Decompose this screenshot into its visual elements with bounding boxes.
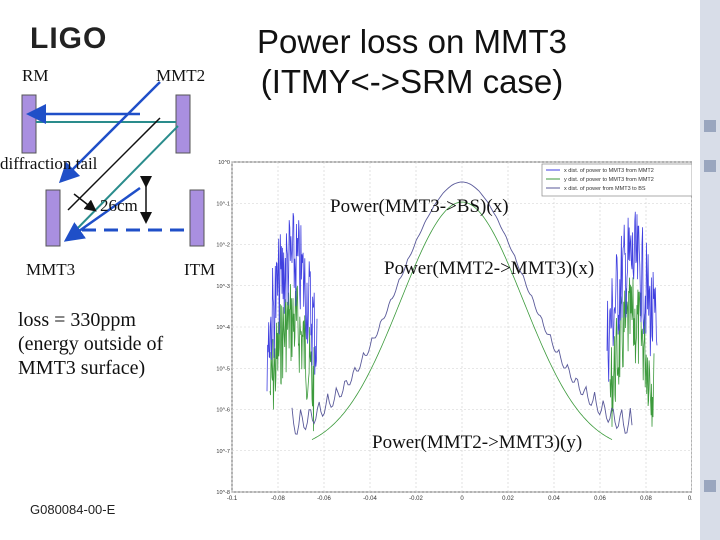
x-tick-label: -0.04 xyxy=(363,496,377,500)
y-tick-label: 10^-3 xyxy=(216,284,230,290)
beam-blue-incoming xyxy=(58,81,161,184)
central-trace xyxy=(291,181,633,435)
annotation-mmt3-bs-x: Power(MMT3->BS)(x) xyxy=(330,196,509,217)
itm-mirror xyxy=(189,189,205,247)
document-id: G080084-00-E xyxy=(30,502,116,517)
x-tick-label: -0.06 xyxy=(317,496,331,500)
green-trace-left xyxy=(269,284,315,432)
rm-label: RM xyxy=(22,66,49,85)
beam-blue-diag xyxy=(63,186,141,242)
blue-trace-left xyxy=(266,213,318,392)
optical-layout-diagram xyxy=(21,81,205,247)
plot-curves xyxy=(266,181,658,440)
loss-description: loss = 330ppm (energy outside of MMT3 su… xyxy=(18,309,164,379)
blue-trace-right xyxy=(606,211,658,382)
x-tick-label: 0 xyxy=(460,496,464,500)
mmt2-mirror xyxy=(175,94,191,154)
x-tick-label: -0.08 xyxy=(271,496,285,500)
y-tick-label: 10^-7 xyxy=(216,449,230,455)
mmt3-mirror xyxy=(45,189,61,247)
x-tick-label: -0.02 xyxy=(409,496,423,500)
distance-label: 26cm xyxy=(100,196,138,215)
central-green-trace xyxy=(311,201,613,440)
mmt3-label: MMT3 xyxy=(26,260,76,279)
legend-box xyxy=(541,163,692,197)
power-distribution-plot: -0.1 -0.08 -0.06 -0.04 -0.02 0 0.02 0.04 0.06 0.0… xyxy=(216,160,692,500)
rm-mirror xyxy=(21,94,37,154)
mmt2-label: MMT2 xyxy=(156,66,206,85)
itm-label: ITM xyxy=(184,260,216,279)
diffraction-tail-label: diffraction tail xyxy=(0,154,98,173)
y-tick-label: 10^0 xyxy=(218,160,230,166)
right-edge-bar xyxy=(700,0,720,540)
diffraction-arrow xyxy=(73,193,97,212)
legend-entry: x dist. of power to MMT3 from MMT2 xyxy=(564,168,654,174)
legend-entry: y dist. of power to MMT3 from MMT2 xyxy=(564,177,654,183)
page-title: Power loss on MMT3 (ITMY<->SRM case) xyxy=(257,23,567,100)
green-trace-right xyxy=(609,277,655,427)
x-tick-label: 0.02 xyxy=(502,496,514,500)
annotation-mmt2-mmt3-x: Power(MMT2->MMT3)(x) xyxy=(384,258,595,279)
legend-entry: x dist. of power from MMT3 to BS xyxy=(564,186,646,192)
y-tick-label: 10^-6 xyxy=(216,408,230,414)
y-tick-label: 10^-5 xyxy=(216,366,230,372)
x-tick-label: -0.1 xyxy=(227,496,238,500)
y-tick-labels: 10^0 10^-1 10^-2 10^-3 10^-4 10^-5 10^-6 10^-7 1… xyxy=(216,160,230,496)
y-tick-label: 10^-4 xyxy=(216,325,230,331)
legend: x dist. of power to MMT3 from MMT2 y dist… xyxy=(546,168,654,192)
x-tick-label: 0.04 xyxy=(548,496,560,500)
y-tick-label: 10^-8 xyxy=(216,490,230,496)
beam-mmt2-mmt3 xyxy=(69,125,179,237)
x-tick-label: 0.1 xyxy=(688,496,692,500)
annotation-mmt2-mmt3-y: Power(MMT2->MMT3)(y) xyxy=(372,432,583,453)
x-tick-label: 0.06 xyxy=(594,496,606,500)
y-tick-label: 10^-2 xyxy=(216,243,230,249)
x-tick-label: 0.08 xyxy=(640,496,652,500)
x-tick-labels: -0.1 -0.08 -0.06 -0.04 -0.02 0 0.02 0.04 0.06 0.0… xyxy=(227,496,692,500)
ligo-logo: LIGO xyxy=(30,22,108,55)
beam-diagonal-2 xyxy=(67,117,161,211)
y-tick-label: 10^-1 xyxy=(216,201,230,207)
